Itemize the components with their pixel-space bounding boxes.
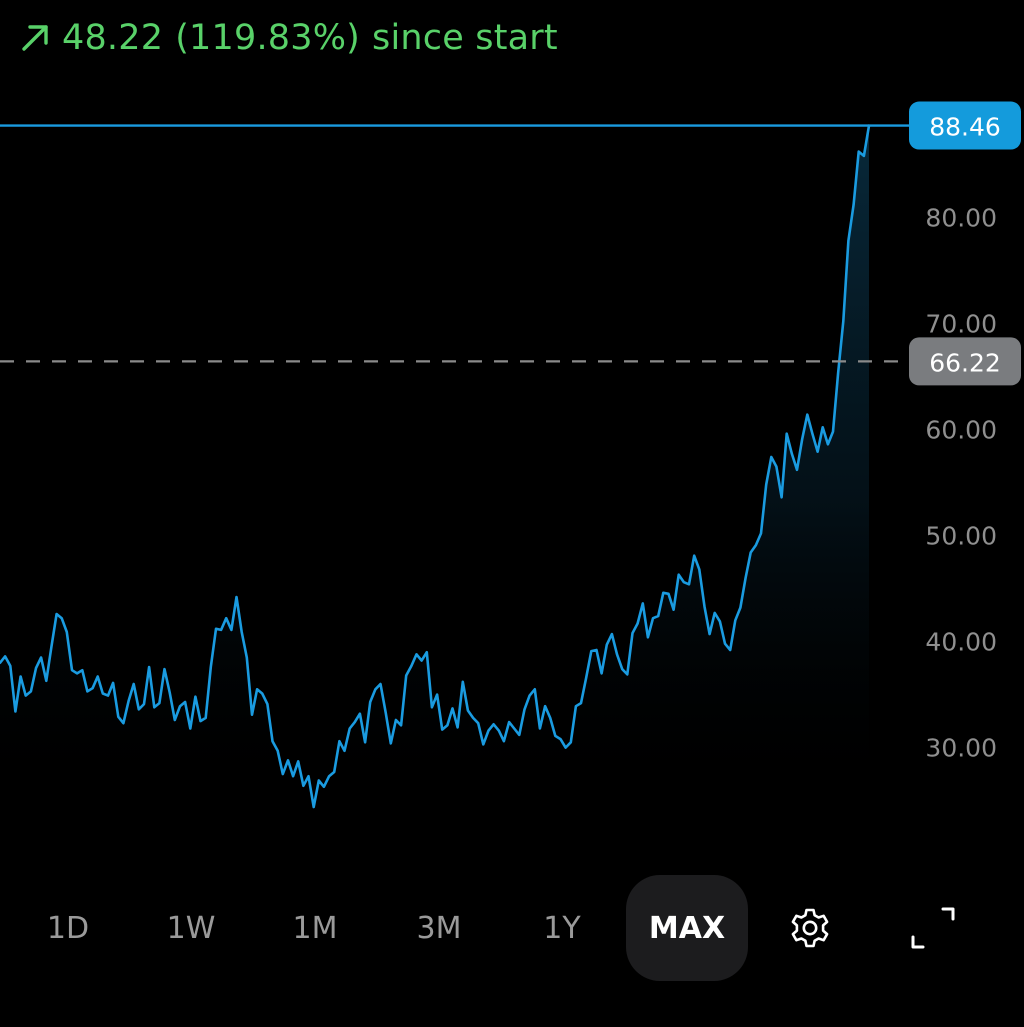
range-1w[interactable]: 1W bbox=[166, 910, 216, 946]
range-1d[interactable]: 1D bbox=[46, 910, 90, 946]
price-area-fill bbox=[0, 125, 869, 808]
change-value: 48.22 bbox=[62, 18, 164, 58]
reference-price-badge: 66.22 bbox=[909, 337, 1021, 386]
last-price-badge: 88.46 bbox=[909, 101, 1021, 150]
range-3m[interactable]: 3M bbox=[416, 910, 462, 946]
price-series-line bbox=[0, 124, 871, 809]
range-max[interactable]: MAX bbox=[626, 875, 748, 981]
y-tick-label: 60.00 bbox=[925, 415, 997, 444]
range-1m[interactable]: 1M bbox=[292, 910, 338, 946]
y-tick-label: 50.00 bbox=[925, 521, 997, 550]
change-summary: 48.22 (119.83%) since start bbox=[18, 14, 558, 62]
price-chart[interactable]: 30.00 40.00 50.00 60.00 70.00 80.00 88.46 66.2… bbox=[0, 0, 1024, 860]
expand-icon bbox=[911, 907, 955, 949]
last-price-badge-text: 88.46 bbox=[929, 113, 1001, 142]
y-tick-label: 70.00 bbox=[925, 309, 997, 338]
reference-price-badge-text: 66.22 bbox=[929, 348, 1001, 377]
y-tick-label: 40.00 bbox=[925, 627, 997, 656]
change-suffix: since start bbox=[372, 18, 558, 58]
y-tick-label: 80.00 bbox=[925, 203, 997, 232]
range-1y[interactable]: 1Y bbox=[543, 910, 581, 946]
range-selector: 1D 1W 1M 3M 1Y MAX bbox=[0, 872, 1024, 984]
arrow-up-right-icon bbox=[22, 25, 48, 51]
settings-button[interactable] bbox=[765, 872, 855, 984]
y-tick-label: 30.00 bbox=[925, 733, 997, 762]
gear-icon bbox=[791, 908, 829, 948]
fullscreen-button[interactable] bbox=[888, 872, 978, 984]
change-percent: (119.83%) bbox=[175, 18, 361, 58]
